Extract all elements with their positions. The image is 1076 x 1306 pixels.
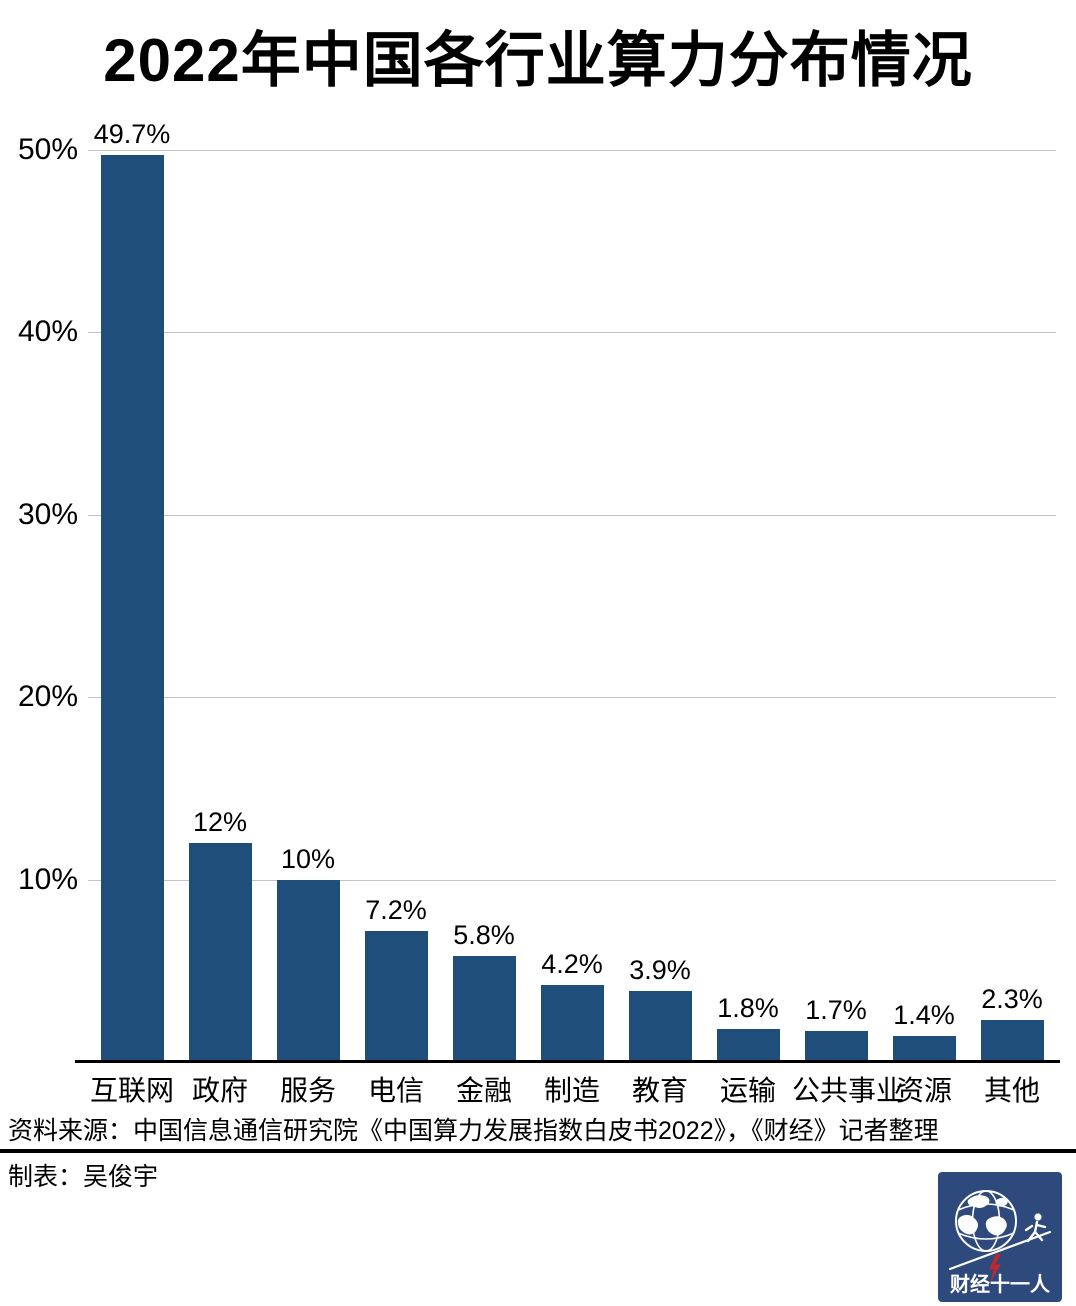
caijing-logo: 财经十一人 <box>938 1172 1062 1302</box>
x-tick-label: 服务 <box>279 1075 336 1106</box>
x-tick-label: 金融 <box>455 1075 512 1106</box>
value-label: 10% <box>280 843 336 874</box>
runner-icon <box>948 1213 1052 1271</box>
y-tick-label: 10% <box>17 862 78 896</box>
chart-title: 2022年中国各行业算力分布情况 <box>103 27 973 94</box>
bar-公共事业 <box>804 1031 868 1062</box>
bar-运输 <box>716 1029 780 1062</box>
plot-area: 49.7% 12% 10% 7.2% 5.8% 4.2% 3.9% 1.8% 1.7% 1.4% 2… <box>88 119 1056 1062</box>
x-tick-label: 资源 <box>895 1075 952 1106</box>
x-tick-label: 电信 <box>367 1075 424 1106</box>
bar-金融 <box>452 956 516 1062</box>
y-axis: 10% 20% 30% 40% 50% <box>0 133 78 1062</box>
bar-教育 <box>628 990 692 1062</box>
y-tick-label: 40% <box>17 315 78 349</box>
bar-资源 <box>892 1036 956 1062</box>
x-tick-label: 制造 <box>543 1075 600 1106</box>
value-label: 1.8% <box>717 993 779 1024</box>
x-axis-baseline <box>75 1060 1060 1063</box>
gridline <box>88 150 1056 151</box>
bar-服务 <box>276 879 340 1062</box>
bar-互联网 <box>100 155 164 1062</box>
value-label: 5.8% <box>453 920 515 951</box>
x-tick-label: 其他 <box>983 1075 1040 1106</box>
x-tick-label: 公共事业 <box>792 1075 905 1106</box>
x-axis: 互联网 政府 服务 电信 金融 制造 教育 运输 公共事业 资源 其他 <box>88 1074 1056 1110</box>
x-tick-label: 运输 <box>719 1075 776 1106</box>
value-label: 7.2% <box>365 894 427 925</box>
value-label: 1.4% <box>893 1000 955 1031</box>
gridline <box>88 332 1056 334</box>
x-tick-label: 互联网 <box>89 1075 174 1106</box>
y-tick-label: 30% <box>17 497 78 531</box>
value-label: 3.9% <box>629 954 691 985</box>
gridline <box>88 514 1056 516</box>
bar-其他 <box>980 1020 1044 1062</box>
credit-note: 制表：吴俊宇 <box>8 1163 159 1191</box>
bar-政府 <box>188 843 252 1062</box>
globe-continents <box>957 1195 1008 1236</box>
value-label: 1.7% <box>805 995 867 1025</box>
x-tick-label: 政府 <box>191 1075 248 1106</box>
gridline <box>88 879 1056 881</box>
value-label: 12% <box>192 807 248 838</box>
y-tick-label: 50% <box>17 133 78 166</box>
logo-text: 财经十一人 <box>950 1272 1051 1296</box>
bar-制造 <box>540 985 604 1062</box>
value-label: 2.3% <box>981 984 1043 1015</box>
footer-divider <box>0 1149 1076 1153</box>
y-tick-label: 20% <box>17 680 78 714</box>
lightning-bolt-icon <box>989 1254 1001 1283</box>
value-label: 49.7% <box>93 119 171 150</box>
bar-电信 <box>364 930 428 1062</box>
value-label: 4.2% <box>541 949 603 980</box>
caijing-logo-graphic: 财经十一人 <box>938 1172 1062 1302</box>
gridline <box>88 697 1056 699</box>
source-note: 资料来源：中国信息通信研究院《中国算力发展指数白皮书2022》，《财经》记者整理 <box>8 1117 939 1145</box>
x-tick-label: 教育 <box>631 1075 688 1106</box>
